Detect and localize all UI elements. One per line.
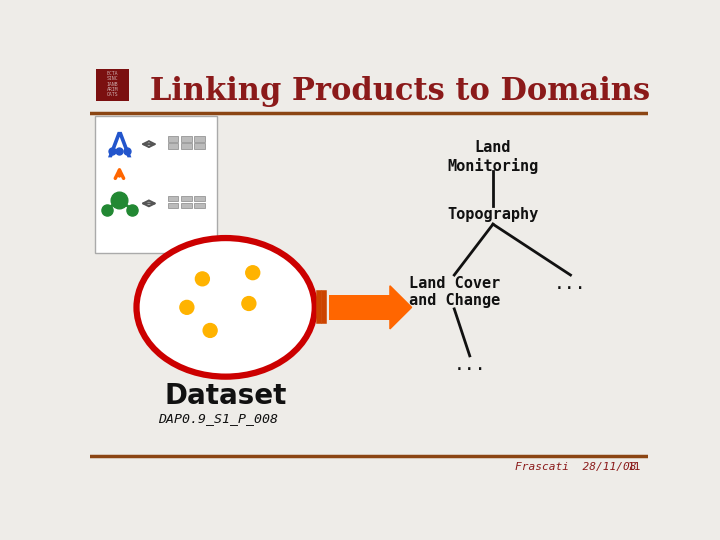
Bar [168,143,179,148]
Text: ...: ... [554,275,587,293]
Bar [181,137,192,142]
Bar [194,195,204,201]
Text: Frascati  28/11/08: Frascati 28/11/08 [515,462,636,472]
FancyBboxPatch shape [96,117,217,253]
Bar [330,295,390,320]
Text: Linking Products to Domains: Linking Products to Domains [150,76,650,107]
Circle shape [246,266,260,280]
Text: Topography: Topography [447,207,539,222]
Text: Land
Monitoring: Land Monitoring [447,140,539,174]
Text: OATS: OATS [107,92,118,97]
Text: Land Cover
and Change: Land Cover and Change [409,276,500,308]
Circle shape [180,300,194,314]
Text: ⋀: ⋀ [108,130,131,158]
FancyBboxPatch shape [96,69,129,101]
Text: SINC: SINC [107,76,118,81]
Text: ARIM: ARIM [107,87,118,92]
Circle shape [195,272,210,286]
Bar [194,202,204,208]
Text: DAP0.9_S1_P_008: DAP0.9_S1_P_008 [158,413,278,426]
Bar [168,137,179,142]
Text: Dataset: Dataset [164,382,287,410]
Bar [194,137,204,142]
Text: 11: 11 [628,462,642,472]
Text: ASA_APC_0P: ASA_APC_0P [184,322,259,335]
Bar [181,195,192,201]
Bar [181,143,192,148]
Ellipse shape [137,238,315,377]
Text: ...: ... [454,356,486,374]
Bar [194,143,204,148]
Circle shape [242,296,256,310]
Polygon shape [390,286,412,329]
Bar [181,202,192,208]
Text: ECTA: ECTA [107,71,118,76]
Bar [168,195,179,201]
Circle shape [203,323,217,338]
Text: IANB: IANB [107,82,118,86]
Bar [168,202,179,208]
